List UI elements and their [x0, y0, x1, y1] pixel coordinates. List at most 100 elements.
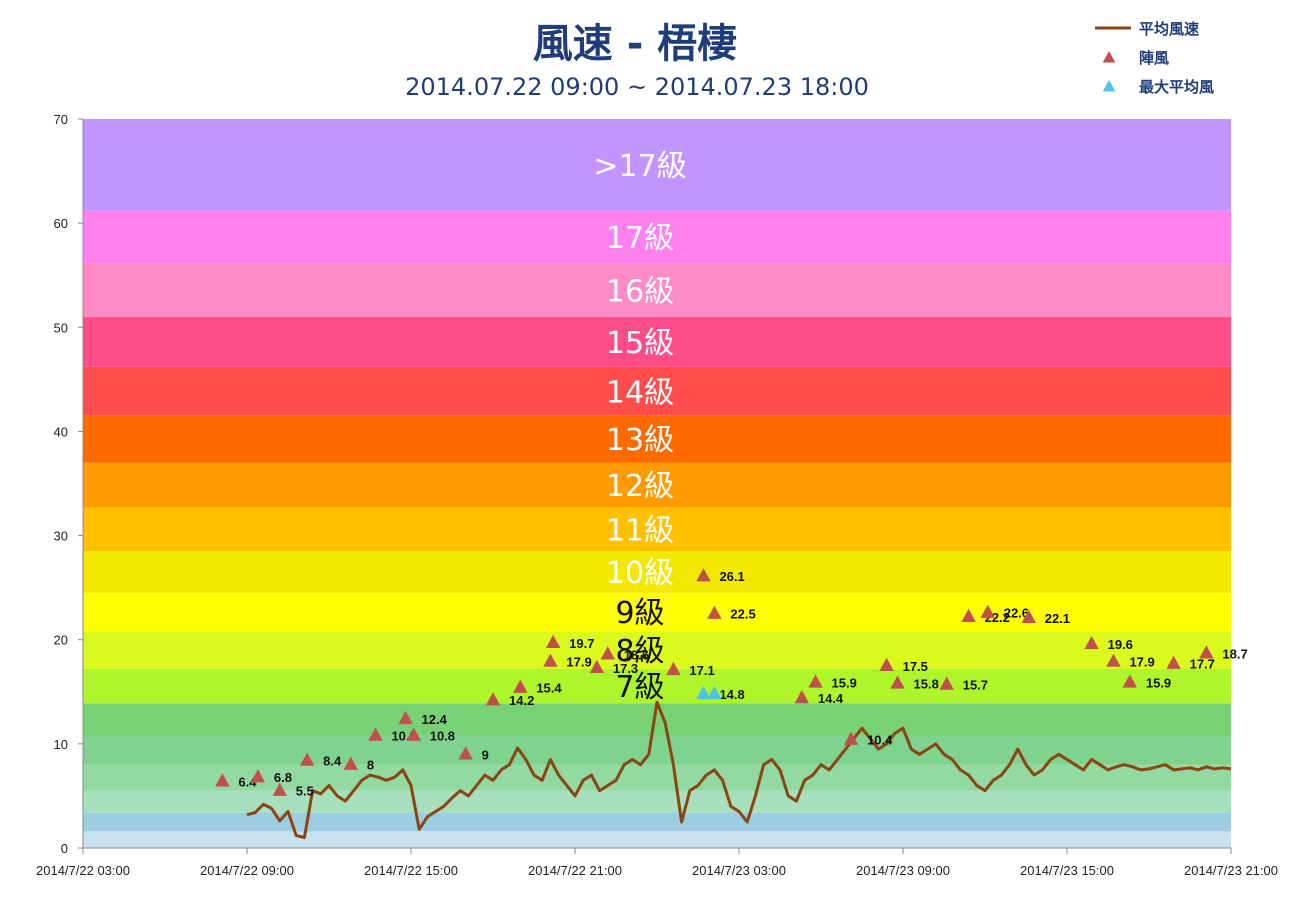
y-tick-label-5: 50	[54, 320, 68, 335]
band-10	[83, 507, 1231, 552]
band-7	[83, 631, 1231, 669]
gust-label-21: 17.5	[903, 659, 928, 674]
y-tick-label-1: 10	[54, 737, 68, 752]
band-label-16: 17級	[606, 221, 674, 256]
gust-label-10: 15.4	[536, 681, 562, 696]
max-mean-wind-markers: 14.8	[696, 685, 745, 702]
x-tick-label-0: 2014/7/22 03:00	[36, 863, 130, 878]
gust-label-17: 22.5	[730, 607, 755, 622]
gust-label-28: 17.9	[1129, 655, 1154, 670]
band-8	[83, 592, 1231, 632]
band-14	[83, 316, 1231, 367]
y-tick-label-0: 0	[61, 841, 68, 856]
band-label-9: 10級	[606, 556, 674, 591]
band-label-14: 15級	[606, 326, 674, 361]
gust-label-13: 17.3	[613, 661, 638, 676]
band-0	[83, 831, 1231, 848]
gust-label-12: 19.7	[569, 636, 594, 651]
band-label-10: 11級	[606, 513, 674, 548]
band-label-8: 9級	[615, 596, 664, 631]
gust-marker-19	[808, 674, 823, 688]
gust-label-14: 18.6	[624, 647, 649, 662]
gust-label-2: 5.5	[296, 784, 314, 799]
gust-label-0: 6.4	[238, 774, 257, 789]
band-13	[83, 366, 1231, 416]
mean-wind-line	[246, 700, 1232, 840]
max-mean-label-0: 14.8	[719, 687, 744, 702]
gust-marker-18	[794, 690, 810, 704]
gust-marker-0	[215, 773, 230, 787]
gust-marker-16	[696, 568, 711, 582]
x-tick-label-3: 2014/7/22 21:00	[528, 863, 622, 878]
legend-label-1: 陣風	[1139, 49, 1169, 67]
gust-marker-30	[1166, 655, 1181, 669]
band-label-11: 12級	[606, 469, 674, 504]
max-mean-marker-0	[696, 685, 711, 700]
gust-marker-24	[961, 608, 976, 623]
gust-marker-10	[513, 679, 528, 693]
gust-label-6: 12.4	[422, 712, 448, 727]
band-4	[83, 735, 1231, 765]
gust-label-31: 18.7	[1222, 646, 1247, 661]
gust-marker-7	[406, 727, 421, 741]
axes: 0 10 20 30 40 50 60 70 2014/7/22 03:00 2014/7/22 …	[36, 112, 1278, 878]
band-9	[83, 551, 1231, 593]
gust-label-29: 15.9	[1146, 675, 1171, 690]
band-label-12: 13級	[606, 423, 674, 458]
gust-marker-1	[250, 769, 266, 783]
gust-marker-3	[299, 752, 315, 766]
gust-label-27: 19.6	[1108, 637, 1133, 652]
gust-marker-14	[600, 646, 615, 660]
y-tick-label-4: 40	[54, 424, 68, 439]
x-tick-label-5: 2014/7/23 09:00	[856, 863, 950, 878]
gust-marker-12	[545, 634, 561, 649]
gust-label-25: 22.6	[1004, 606, 1029, 621]
max-mean-marker-1	[707, 685, 722, 700]
band-3	[83, 764, 1231, 791]
gust-label-19: 15.9	[832, 675, 857, 690]
x-tick-label-6: 2014/7/23 15:00	[1020, 863, 1114, 878]
gust-label-20: 10.4	[867, 733, 893, 748]
gust-label-30: 17.7	[1190, 657, 1215, 672]
gust-marker-4	[343, 756, 359, 770]
chart-subtitle: 2014.07.22 09:00 ~ 2014.07.23 18:00	[405, 73, 869, 101]
band-label-7: 8級	[615, 634, 664, 669]
gust-label-9: 14.2	[509, 693, 534, 708]
legend-label-2: 最大平均風	[1139, 78, 1214, 96]
gust-label-26: 22.1	[1045, 611, 1070, 626]
gust-marker-25	[980, 604, 995, 618]
gust-label-7: 10.8	[430, 729, 455, 744]
band-label-6: 7級	[615, 670, 664, 705]
gust-marker-22	[890, 675, 905, 689]
gust-marker-26	[1021, 609, 1036, 624]
gust-marker-31	[1199, 645, 1214, 659]
gust-markers: 6.4 6.85.58.4 810.812.410.8914.215.417.919…	[215, 568, 1248, 799]
gust-marker-8	[458, 746, 473, 760]
y-tick-label-6: 60	[54, 216, 68, 231]
gust-label-11: 17.9	[566, 655, 591, 670]
gust-marker-11	[543, 653, 558, 667]
band-1	[83, 812, 1231, 832]
legend-swatch-1	[1102, 51, 1116, 63]
gust-marker-28	[1106, 653, 1121, 667]
band-label-15: 16級	[606, 274, 674, 309]
beaufort-bands	[83, 119, 1231, 848]
band-17	[83, 119, 1231, 211]
gust-label-22: 15.8	[914, 676, 939, 691]
y-tick-label-7: 70	[54, 112, 68, 127]
chart-title: 風速 - 梧棲	[533, 21, 737, 67]
gust-marker-15	[666, 661, 681, 676]
band-16	[83, 210, 1231, 264]
gust-marker-23	[939, 676, 954, 690]
gust-label-18: 14.4	[818, 691, 844, 706]
x-tick-label-2: 2014/7/22 15:00	[364, 863, 458, 878]
band-12	[83, 415, 1231, 463]
gust-marker-27	[1084, 635, 1099, 650]
gust-marker-9	[485, 692, 501, 706]
mean-wind-line-group	[246, 700, 1232, 840]
gust-marker-6	[398, 710, 413, 725]
gust-label-8: 9	[482, 747, 489, 762]
